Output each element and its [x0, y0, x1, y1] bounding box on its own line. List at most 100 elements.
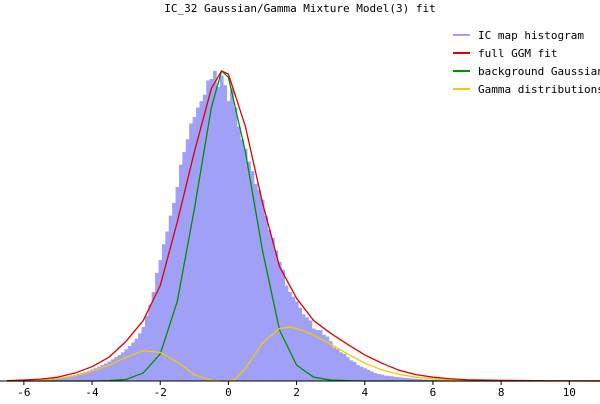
gamma-distributions-line [6, 326, 600, 382]
histogram-bar [236, 126, 241, 381]
histogram-bar [250, 171, 255, 381]
histogram-bar [243, 148, 248, 381]
histogram-bar [325, 336, 330, 381]
histogram-bar [192, 117, 197, 381]
legend-label-background: background Gaussian [478, 65, 600, 78]
histogram-bar [93, 368, 98, 381]
histogram-bar [335, 349, 340, 381]
histogram-bar [253, 183, 258, 381]
histogram-bar [76, 374, 81, 381]
histogram-bar [339, 352, 343, 381]
histogram-bar [260, 199, 265, 381]
histogram-bar [328, 341, 333, 381]
histogram-bar [424, 379, 429, 381]
histogram-bar [185, 139, 190, 381]
histogram-bar [110, 359, 115, 381]
histogram-bar [199, 101, 204, 381]
x-tick-label: 8 [498, 386, 505, 399]
histogram-bar [161, 244, 166, 381]
histogram-bar [284, 285, 289, 381]
histogram-bar [383, 375, 388, 381]
histogram-bar [311, 328, 316, 381]
histogram-bar [366, 369, 371, 381]
histogram-bar [131, 342, 135, 381]
histogram-bar [86, 370, 91, 381]
x-tick-label: 6 [430, 386, 437, 399]
histogram-bar [386, 375, 391, 381]
histogram-bar [318, 330, 323, 381]
histogram-bar [56, 377, 60, 381]
histogram-bar [83, 372, 88, 381]
legend-label-histogram: IC map histogram [478, 29, 584, 42]
histogram-bar [103, 363, 108, 381]
histogram-bar [213, 70, 217, 381]
histogram-bar [121, 352, 125, 381]
histogram-bar [114, 357, 118, 381]
histogram-bar [73, 374, 78, 381]
histogram-bar [202, 94, 207, 382]
histogram-bar [288, 291, 292, 381]
histogram-bar [233, 107, 238, 382]
x-tick-label: 4 [361, 386, 368, 399]
histogram-bar [322, 334, 326, 381]
x-tick-label: 0 [225, 386, 232, 399]
histogram-bar [69, 375, 74, 381]
legend-label-full-fit: full GGM fit [478, 47, 557, 60]
histogram-bar [407, 378, 412, 381]
histogram-bar [417, 379, 422, 381]
histogram-bar [63, 376, 67, 381]
histogram-bar [127, 346, 132, 381]
histogram-bar [46, 378, 50, 381]
histogram-bar [267, 229, 272, 381]
histogram-bar [390, 376, 395, 381]
histogram-bar [281, 269, 285, 381]
histogram-bar [342, 353, 347, 381]
x-tick-label: -2 [154, 386, 167, 399]
histogram-bar [410, 378, 415, 381]
histogram-bar [315, 330, 320, 381]
histogram-bar [107, 361, 112, 381]
histogram-bar [376, 374, 381, 381]
histogram-bar [97, 366, 101, 381]
histogram-bar [240, 139, 245, 381]
histogram-bar [168, 215, 173, 381]
histogram-bar [400, 377, 405, 381]
x-axis: -6 -4 -2 0 2 4 6 8 10 [0, 380, 600, 399]
histogram-bar [80, 373, 84, 381]
histogram-bar [196, 107, 200, 382]
histogram-bar [257, 190, 262, 381]
histogram-bar [277, 261, 282, 381]
chart-title: IC_32 Gaussian/Gamma Mixture Model(3) fi… [164, 2, 436, 15]
histogram-bar [151, 291, 156, 381]
x-tick-label: -4 [85, 386, 99, 399]
histogram-bar [138, 333, 142, 381]
histogram-bar [414, 378, 418, 381]
histogram-bar [294, 301, 299, 381]
histogram-bar [178, 164, 183, 381]
histogram-bar [158, 260, 163, 381]
histogram-bar [421, 379, 425, 381]
histogram-bar [165, 231, 170, 381]
histogram-bar [352, 361, 357, 381]
legend: IC map histogram full GGM fit background… [453, 29, 600, 96]
histogram-bar [363, 368, 367, 381]
histogram-bar [223, 85, 228, 381]
histogram-bar [141, 326, 146, 381]
x-tick-label: 2 [293, 386, 300, 399]
histogram-bar [305, 317, 309, 381]
histogram-bar [271, 237, 275, 381]
histogram-bar [403, 377, 408, 381]
histogram-bars [11, 70, 470, 382]
histogram-bar [49, 378, 54, 381]
legend-label-gamma: Gamma distributions [478, 83, 600, 96]
histogram-bar [230, 88, 234, 381]
full-ggm-fit-line [6, 70, 600, 382]
histogram-bar [264, 215, 268, 381]
histogram-bar [155, 272, 159, 381]
histogram-bar [189, 123, 193, 382]
histogram-bar [206, 80, 210, 382]
histogram-bar [148, 304, 153, 381]
histogram-bar [359, 366, 364, 381]
